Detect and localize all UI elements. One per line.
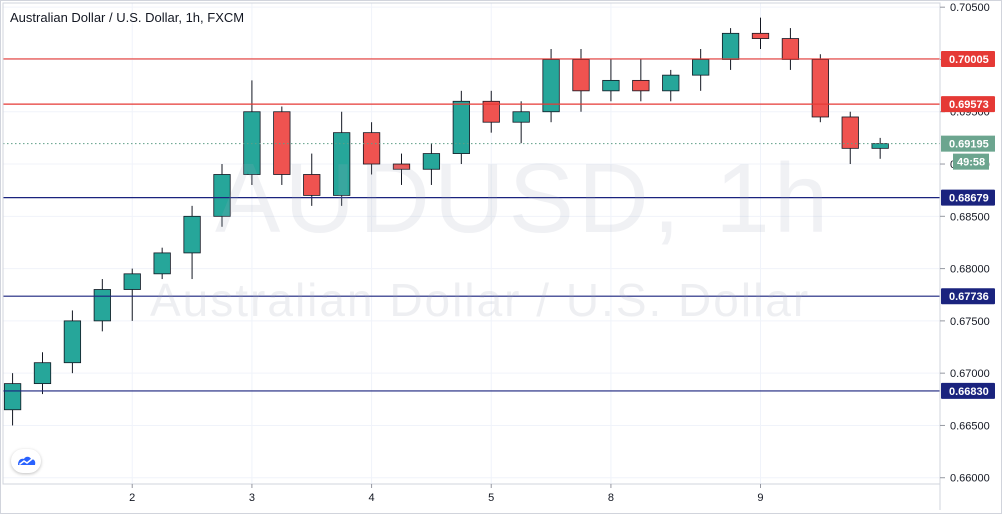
price-label-box <box>941 288 995 305</box>
price-axis-label: 0.68500 <box>950 211 990 223</box>
candle <box>692 59 710 76</box>
current-price-text: 0.69195 <box>949 139 989 151</box>
candle <box>811 59 829 118</box>
countdown-box <box>953 153 989 170</box>
candle <box>183 215 201 254</box>
candle <box>482 100 500 123</box>
candle <box>153 252 171 275</box>
price-label-text: 0.69573 <box>949 99 989 111</box>
price-label-box <box>941 382 995 399</box>
candle <box>392 163 411 170</box>
candle <box>512 111 530 123</box>
price-axis-label: 0.66000 <box>950 473 990 485</box>
time-axis-label: 5 <box>488 492 494 504</box>
price-axis-label: 0.68000 <box>950 264 990 276</box>
candle <box>871 143 889 149</box>
candle <box>333 132 351 196</box>
tradingview-logo[interactable] <box>11 449 41 473</box>
candle <box>362 132 381 165</box>
candle <box>781 38 800 60</box>
candle <box>422 153 441 170</box>
candle <box>213 174 231 217</box>
candle <box>721 32 740 60</box>
price-label-box <box>941 96 995 113</box>
countdown-text: 49:58 <box>957 157 985 169</box>
price-label-text: 0.66830 <box>949 386 989 398</box>
price-label-text: 0.67736 <box>949 291 989 303</box>
candle <box>243 111 261 175</box>
instrument-watermark: Australian Dollar / U.S. Dollar <box>150 274 811 326</box>
candle <box>33 362 52 385</box>
candle <box>602 79 620 92</box>
candle <box>123 273 141 290</box>
candle <box>273 111 291 175</box>
price-label-box <box>941 189 995 206</box>
candle <box>452 100 470 154</box>
current-price-box <box>941 135 995 152</box>
chart-title: Australian Dollar / U.S. Dollar, 1h, FXC… <box>10 10 245 25</box>
price-axis-label: 0.70500 <box>950 2 990 14</box>
candle <box>632 79 650 92</box>
candle <box>572 59 590 92</box>
price-axis-label: 0.67000 <box>950 368 990 380</box>
time-axis-label: 9 <box>757 492 763 504</box>
candle <box>841 116 859 149</box>
price-label-text: 0.68679 <box>949 193 989 205</box>
tradingview-cloud-icon <box>18 456 36 465</box>
candle <box>3 383 22 411</box>
price-label-box <box>941 50 995 67</box>
time-axis-label: 4 <box>369 492 375 504</box>
candle <box>751 32 770 39</box>
time-axis-label: 2 <box>129 492 135 504</box>
candle <box>303 174 321 196</box>
symbol-watermark: AUDUSD, 1h <box>215 143 833 253</box>
candle <box>662 74 680 92</box>
price-axis-label: 0.66500 <box>950 420 990 432</box>
price-axis-label: 0.67500 <box>950 316 990 328</box>
candle <box>63 320 82 364</box>
price-label-text: 0.70005 <box>949 54 989 66</box>
time-axis-label: 3 <box>249 492 255 504</box>
time-axis-label: 8 <box>608 492 614 504</box>
candle <box>93 289 111 322</box>
